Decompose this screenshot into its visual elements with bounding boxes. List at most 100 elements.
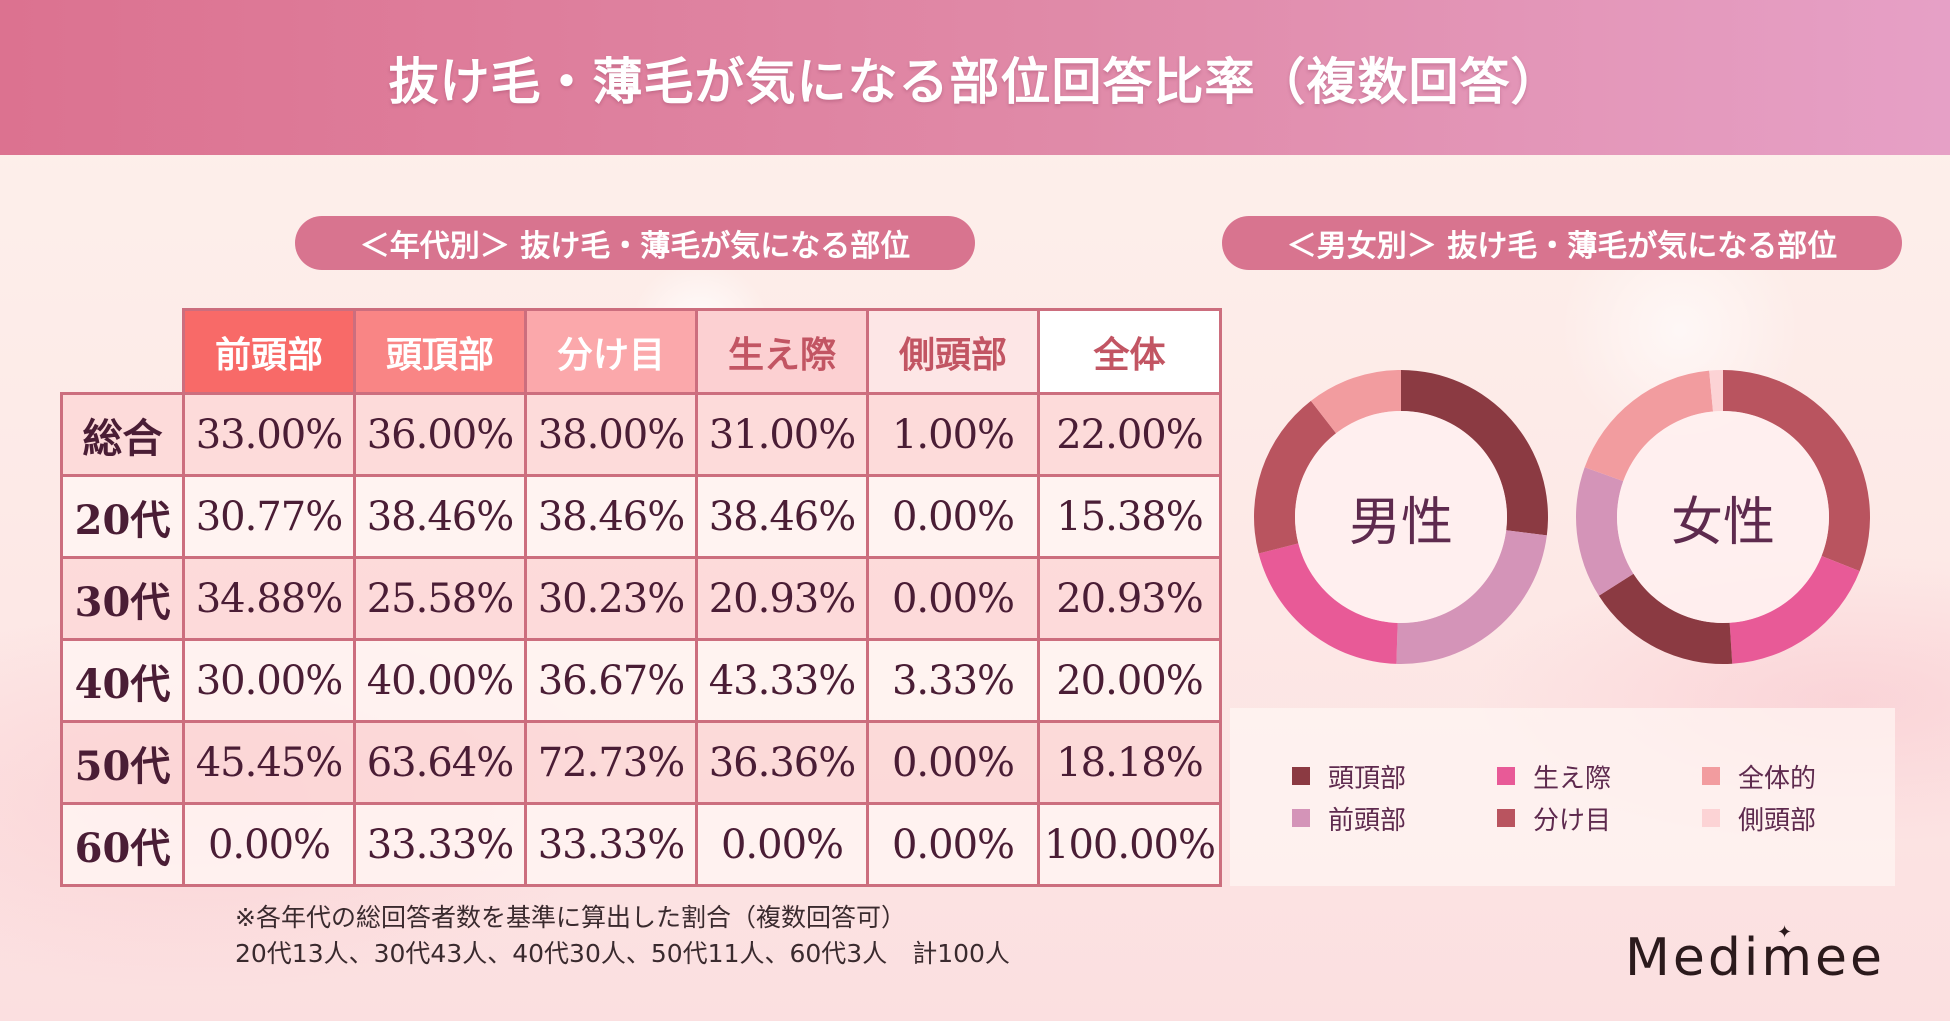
table-row: 20代 30.77% 38.46% 38.46% 38.46% 0.00% 15.38% (60, 474, 1222, 559)
table-cell: 100.00% (1037, 802, 1222, 887)
legend-swatch-icon (1497, 809, 1515, 827)
age-table: 前頭部 頭頂部 分け目 生え際 側頭部 全体 総合 33.00% 36.00% 38.… (60, 308, 1222, 887)
table-cell: 3.33% (866, 638, 1040, 723)
table-cell: 38.46% (695, 474, 869, 559)
table-cell: 33.33% (524, 802, 698, 887)
donut-segment (1598, 573, 1733, 664)
legend-label: 側頭部 (1738, 805, 1817, 836)
table-cell: 38.46% (353, 474, 527, 559)
age-section-heading: ＜年代別＞ 抜け毛・薄毛が気になる部位 (295, 216, 975, 270)
donut-segment (1254, 400, 1337, 554)
male-donut-chart: 男性 (1251, 367, 1551, 667)
table-cell: 0.00% (866, 802, 1040, 887)
table-cell: 36.00% (353, 392, 527, 477)
gender-section-heading: ＜男女別＞ 抜け毛・薄毛が気になる部位 (1222, 216, 1902, 270)
table-cell: 22.00% (1037, 392, 1222, 477)
table-cell: 33.33% (353, 802, 527, 887)
table-cell: 0.00% (866, 474, 1040, 559)
table-cell: 38.46% (524, 474, 698, 559)
table-row: 30代 34.88% 25.58% 30.23% 20.93% 0.00% 20.93% (60, 556, 1222, 641)
legend-label: 頭頂部 (1328, 763, 1407, 794)
legend-item: 分け目 (1497, 801, 1702, 836)
table-cell: 45.45% (182, 720, 356, 805)
table-cell: 36.36% (695, 720, 869, 805)
table-row: 60代 0.00% 33.33% 33.33% 0.00% 0.00% 100.00% (60, 802, 1222, 887)
table-cell: 30.23% (524, 556, 698, 641)
donut-segment (1401, 370, 1548, 536)
donut-segment (1723, 370, 1870, 572)
legend-item: 前頭部 (1292, 801, 1497, 836)
table-cell: 0.00% (866, 556, 1040, 641)
table-cell: 18.18% (1037, 720, 1222, 805)
table-row: 40代 30.00% 40.00% 36.67% 43.33% 3.33% 20.00% (60, 638, 1222, 723)
male-donut-svg (1254, 370, 1548, 664)
table-row: 総合 33.00% 36.00% 38.00% 31.00% 1.00% 22.00% (60, 392, 1222, 477)
donut-segment (1258, 543, 1398, 664)
table-cell: 15.38% (1037, 474, 1222, 559)
table-cell: 0.00% (866, 720, 1040, 805)
table-cell: 33.00% (182, 392, 356, 477)
table-cell: 20.93% (695, 556, 869, 641)
legend-swatch-icon (1702, 767, 1720, 785)
table-cell: 0.00% (695, 802, 869, 887)
page-title: 抜け毛・薄毛が気になる部位回答比率（複数回答） (388, 51, 1562, 111)
legend-swatch-icon (1292, 767, 1310, 785)
table-cell: 30.00% (182, 638, 356, 723)
donut-segment (1709, 370, 1723, 412)
table-cell: 38.00% (524, 392, 698, 477)
table-cell: 43.33% (695, 638, 869, 723)
column-header: 前頭部 (182, 308, 356, 395)
male-donut-label: 男性 (1348, 492, 1453, 553)
title-banner: 抜け毛・薄毛が気になる部位回答比率（複数回答） (0, 0, 1950, 155)
table-row: 50代 45.45% 63.64% 72.73% 36.36% 0.00% 18.18% (60, 720, 1222, 805)
table-header-row: 前頭部 頭頂部 分け目 生え際 側頭部 全体 (62, 308, 1222, 395)
legend-item: 全体的 (1702, 759, 1907, 794)
column-header: 分け目 (524, 308, 698, 395)
legend-swatch-icon (1702, 809, 1720, 827)
legend-item: 生え際 (1497, 759, 1702, 794)
legend-label: 全体的 (1738, 763, 1817, 794)
table-cell: 20.00% (1037, 638, 1222, 723)
table-cell: 63.64% (353, 720, 527, 805)
female-donut-label: 女性 (1670, 492, 1775, 553)
donut-segment (1576, 467, 1634, 596)
footnote-line-1: ※各年代の総回答者数を基準に算出した割合（複数回答可） (235, 903, 906, 932)
table-cell: 72.73% (524, 720, 698, 805)
table-cell: 30.77% (182, 474, 356, 559)
row-header: 40代 (60, 638, 185, 723)
column-header: 全体 (1037, 308, 1222, 395)
legend-swatch-icon (1292, 809, 1310, 827)
table-cell: 34.88% (182, 556, 356, 641)
footnote: ※各年代の総回答者数を基準に算出した割合（複数回答可） 20代13人、30代43… (235, 900, 1010, 972)
column-header: 頭頂部 (353, 308, 527, 395)
legend-label: 生え際 (1533, 763, 1612, 794)
legend-item: 側頭部 (1702, 801, 1907, 836)
legend-grid: 頭頂部 生え際 全体的前頭部 分け目 側頭部 (1292, 759, 1907, 836)
legend-label: 分け目 (1533, 805, 1612, 836)
table-cell: 36.67% (524, 638, 698, 723)
donut-legend: 頭頂部 生え際 全体的前頭部 分け目 側頭部 (1230, 708, 1895, 886)
donut-segment (1584, 370, 1714, 482)
donut-segment (1396, 530, 1547, 664)
donut-segment (1310, 370, 1401, 434)
table-body: 総合 33.00% 36.00% 38.00% 31.00% 1.00% 22.00% 20代… (60, 392, 1222, 887)
logo-text: Medimee (1625, 928, 1885, 988)
table-cell: 31.00% (695, 392, 869, 477)
female-donut-svg (1576, 370, 1870, 664)
table-cell: 25.58% (353, 556, 527, 641)
footnote-line-2: 20代13人、30代43人、40代30人、50代11人、60代3人 計100人 (235, 939, 1010, 968)
column-header: 生え際 (695, 308, 869, 395)
table-cell: 1.00% (866, 392, 1040, 477)
sparkle-icon: ✦ (1777, 922, 1796, 943)
female-donut-chart: 女性 (1573, 367, 1873, 667)
row-header: 60代 (60, 802, 185, 887)
donut-segment (1729, 556, 1860, 664)
row-header: 50代 (60, 720, 185, 805)
legend-label: 前頭部 (1328, 805, 1407, 836)
legend-item: 頭頂部 (1292, 759, 1497, 794)
row-header: 総合 (60, 392, 185, 477)
row-header: 30代 (60, 556, 185, 641)
row-header: 20代 (60, 474, 185, 559)
legend-swatch-icon (1497, 767, 1515, 785)
column-header: 側頭部 (866, 308, 1040, 395)
